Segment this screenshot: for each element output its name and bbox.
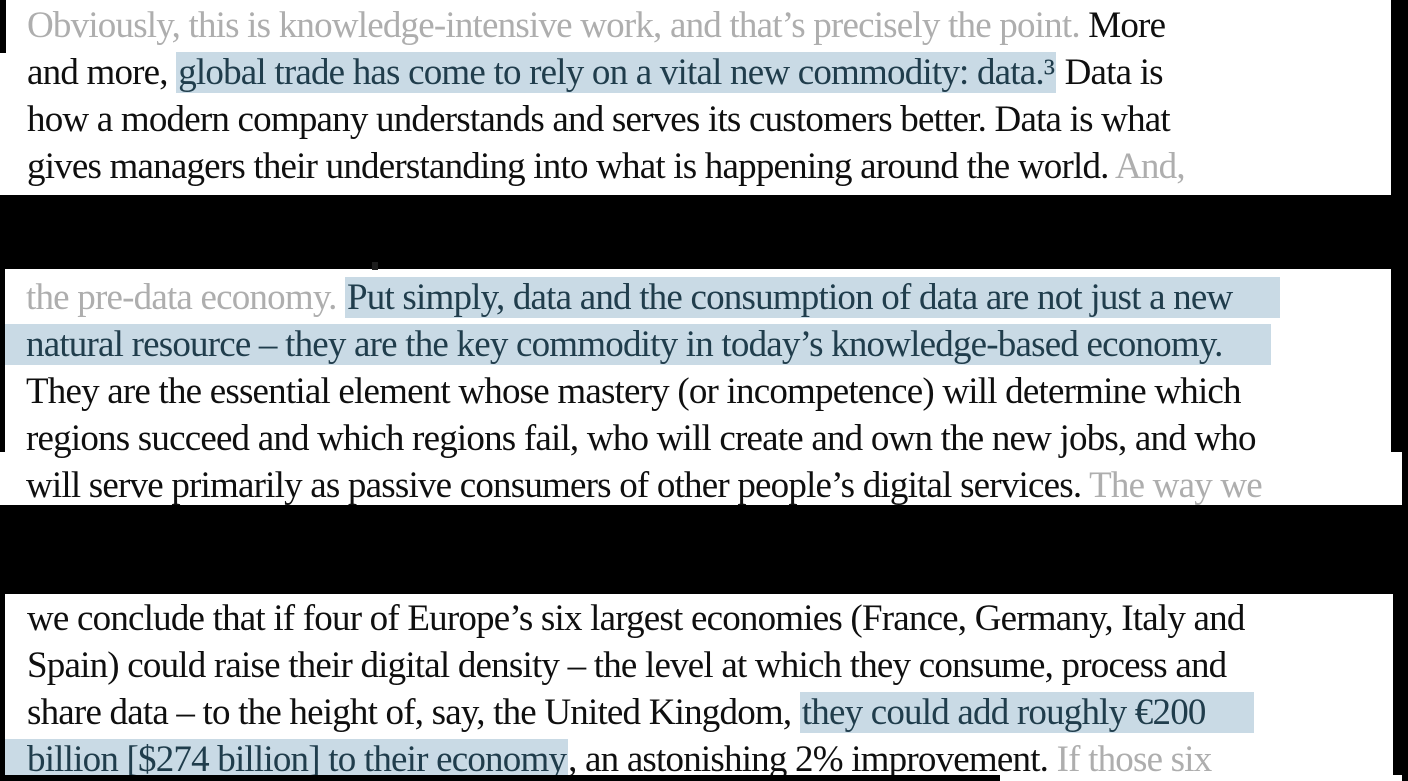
text-block-3: we conclude that if four of Europe’s six… <box>5 594 1402 781</box>
text-line: Spain) could raise their digital density… <box>27 642 1227 689</box>
highlighted-text: Put simply, data and the consumption of … <box>345 277 1281 318</box>
text-line: the pre-data economy. Put simply, data a… <box>26 274 1281 321</box>
highlighted-text: global trade has come to rely on a vital… <box>176 52 1057 93</box>
paragraph-lines-2: the pre-data economy. Put simply, data a… <box>2 274 1281 505</box>
text-segment: , an astonishing 2% improvement. <box>568 739 1057 780</box>
text-line: They are the essential element whose mas… <box>26 368 1242 415</box>
text-segment: and more, <box>27 52 177 93</box>
text-segment: how a modern company understands and ser… <box>27 99 1171 140</box>
highlighted-text: natural resource – they are the key comm… <box>2 324 1271 365</box>
text-line: gives managers their understanding into … <box>27 143 1186 190</box>
text-segment: They are the essential element whose mas… <box>26 371 1242 412</box>
faded-text: the pre-data economy. <box>26 277 346 318</box>
faded-text: Obviously, this is knowledge-intensive w… <box>27 5 1081 46</box>
highlighted-text: billion [$274 billion] to their economy <box>5 739 569 780</box>
text-segment: regions succeed and which regions fail, … <box>26 418 1257 459</box>
faded-text: And, <box>1115 146 1186 187</box>
text-block-2: the pre-data economy. Put simply, data a… <box>0 269 1402 505</box>
text-line: and more, global trade has come to rely … <box>27 49 1164 96</box>
text-line: how a modern company understands and ser… <box>27 96 1171 143</box>
text-segment: will serve primarily as passive consumer… <box>26 465 1090 505</box>
crop-artifact-mark <box>372 262 378 270</box>
paragraph-lines-1: Obviously, this is knowledge-intensive w… <box>27 2 1186 190</box>
text-line: billion [$274 billion] to their economy,… <box>5 736 1213 781</box>
text-line: regions succeed and which regions fail, … <box>26 415 1257 462</box>
text-line: share data – to the height of, say, the … <box>27 689 1254 736</box>
text-segment: Data is <box>1056 52 1164 93</box>
text-segment: share data – to the height of, say, the … <box>27 692 800 733</box>
highlighted-text: they could add roughly €200 <box>799 692 1254 733</box>
text-line: will serve primarily as passive consumer… <box>26 462 1263 505</box>
text-line: natural resource – they are the key comm… <box>2 321 1271 368</box>
text-segment: we conclude that if four of Europe’s six… <box>27 598 1245 639</box>
faded-text: If those six <box>1056 739 1213 780</box>
text-segment: More <box>1079 5 1166 46</box>
text-block-1: Obviously, this is knowledge-intensive w… <box>0 0 1391 195</box>
faded-text: The way we <box>1089 465 1263 505</box>
text-line: Obviously, this is knowledge-intensive w… <box>27 2 1166 49</box>
text-segment: Spain) could raise their digital density… <box>27 645 1227 686</box>
text-line: we conclude that if four of Europe’s six… <box>27 595 1245 642</box>
text-segment: gives managers their understanding into … <box>27 146 1116 187</box>
paragraph-lines-3: we conclude that if four of Europe’s six… <box>5 595 1254 781</box>
